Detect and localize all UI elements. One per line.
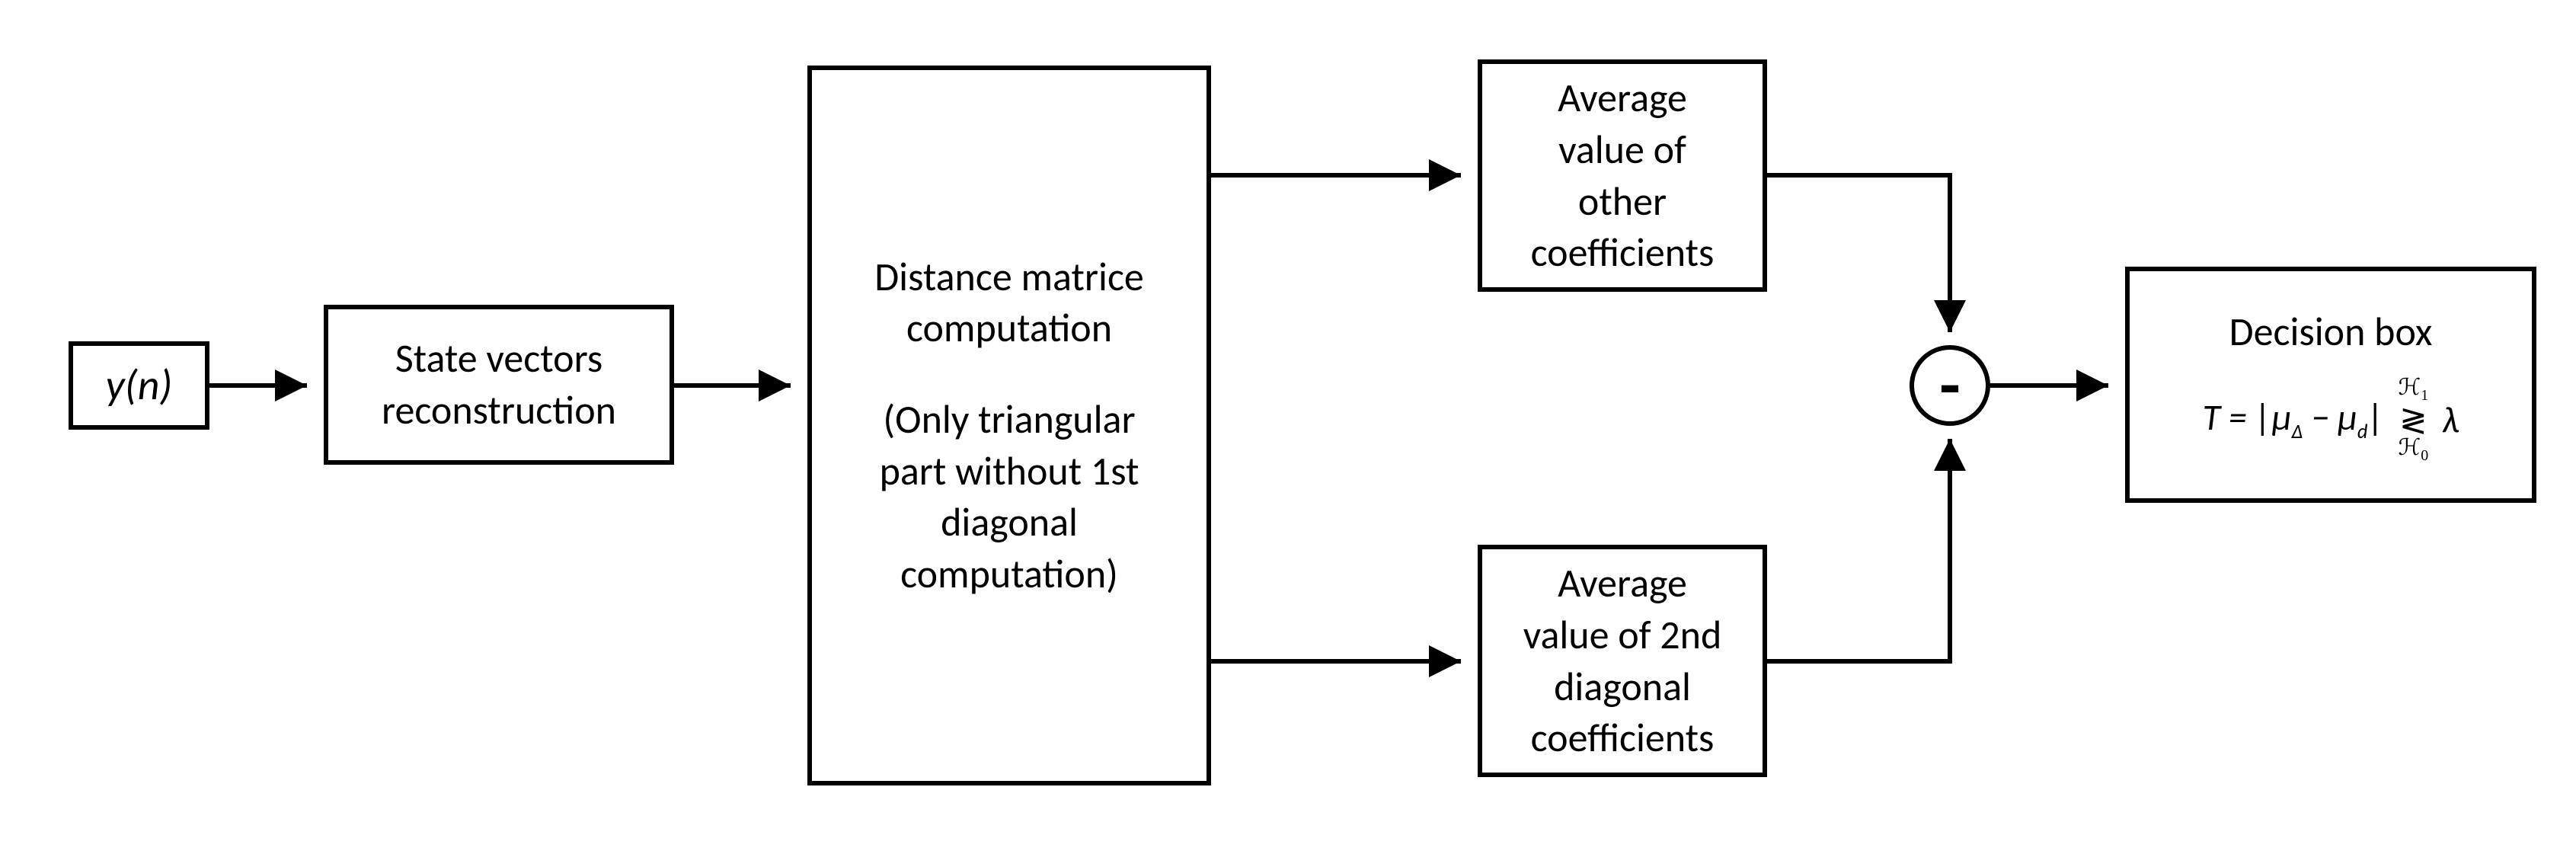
node-state-vectors: State vectors reconstruction (324, 305, 674, 465)
dist-line: (Only triangular (883, 394, 1135, 446)
avg-line: coefficients (1531, 227, 1715, 279)
arrowhead-icon (275, 370, 307, 402)
node-input: y(n) (69, 341, 209, 430)
arrowhead-icon (1429, 645, 1461, 677)
decision-title: Decision box (2229, 306, 2433, 358)
node-avg-diagonal: Average value of 2nd diagonal coefficien… (1478, 545, 1767, 777)
dist-line: computation) (900, 549, 1118, 600)
node-avg-other: Average value of other coefficients (1478, 59, 1767, 292)
input-label: y(n) (106, 358, 173, 414)
formula-lambda: λ (2442, 396, 2459, 443)
minus-icon: - (1939, 344, 1961, 427)
dist-line: Distance matrice (874, 251, 1144, 303)
dist-line: part without 1st (880, 446, 1139, 497)
dist-line: computation (906, 302, 1112, 354)
arrowhead-icon (1934, 300, 1966, 332)
arrowhead-icon (759, 370, 791, 402)
arrowhead-icon (1934, 439, 1966, 471)
state-line: reconstruction (382, 385, 616, 437)
avg-line: value of 2nd (1523, 609, 1722, 661)
subtract-node (1912, 347, 1988, 424)
node-distance-matrix: Distance matrice computation (Only trian… (807, 66, 1211, 785)
arrowhead-icon (2076, 370, 2108, 402)
dist-line: diagonal (941, 497, 1078, 549)
decision-formula: T = |μΔ − μd| ℋ1 ≷ ℋ0 λ (2203, 376, 2459, 463)
formula-lhs: T = |μΔ − μd| (2203, 394, 2385, 445)
edge (1767, 175, 1950, 332)
avg-line: Average (1558, 558, 1687, 609)
node-decision-box: Decision box T = |μΔ − μd| ℋ1 ≷ ℋ0 λ (2125, 267, 2536, 503)
avg-line: coefficients (1531, 712, 1715, 764)
arrowhead-icon (1429, 159, 1461, 191)
avg-line: Average (1558, 72, 1687, 124)
avg-line: other (1578, 176, 1667, 228)
avg-line: value of (1558, 124, 1686, 176)
state-line: State vectors (395, 333, 602, 385)
formula-compare: ℋ1 ≷ ℋ0 (2399, 376, 2429, 463)
avg-line: diagonal (1554, 661, 1691, 713)
edge (1767, 439, 1950, 661)
